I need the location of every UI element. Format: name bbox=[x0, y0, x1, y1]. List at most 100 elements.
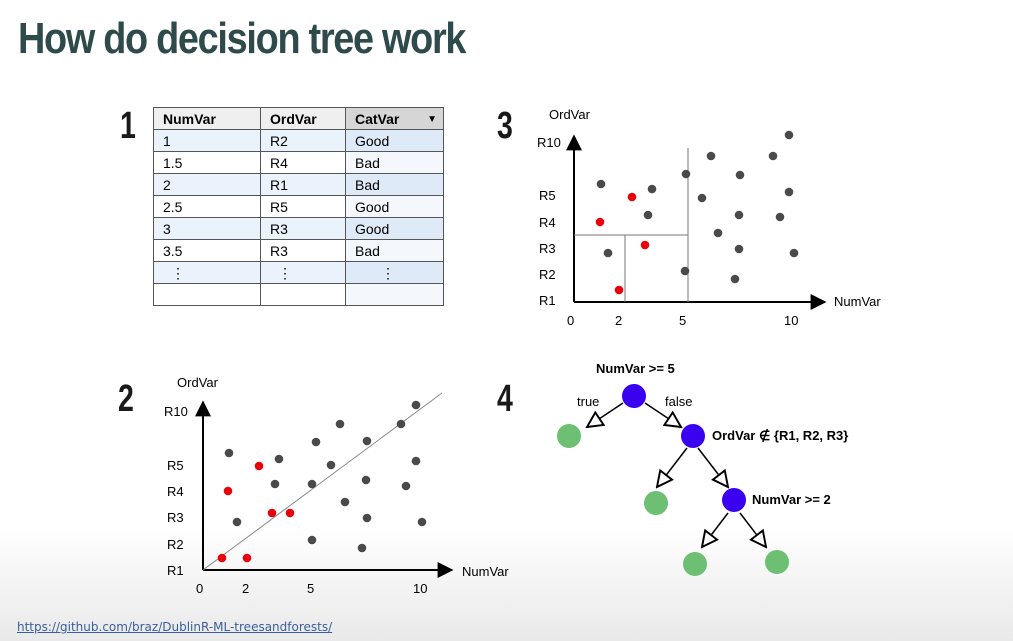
data-point-dark bbox=[643, 210, 653, 220]
leaf-node bbox=[644, 491, 668, 515]
split-scatter-plot: OrdVar NumVar R10 R5 R4 R3 R2 R1 0 2 5 1… bbox=[537, 107, 881, 328]
source-link[interactable]: https://github.com/braz/DublinR-ML-trees… bbox=[17, 620, 333, 634]
table-cell: Good bbox=[345, 195, 444, 218]
data-point-dark bbox=[789, 248, 799, 258]
y-tick-label: R3 bbox=[167, 510, 184, 525]
table-cell-ellipsis: ⋮ bbox=[260, 261, 346, 284]
data-point-red bbox=[640, 240, 650, 250]
data-point-red bbox=[627, 192, 637, 202]
table-cell bbox=[260, 283, 346, 306]
data-point-red bbox=[217, 553, 227, 563]
diagonal-scatter-plot: OrdVar NumVar R10 R5 R4 R3 R2 R1 0 2 5 1… bbox=[164, 375, 509, 596]
data-point-dark bbox=[411, 400, 421, 410]
y-tick-label: R5 bbox=[167, 458, 184, 473]
leaf-node bbox=[683, 552, 707, 576]
table-cell: Good bbox=[345, 129, 444, 152]
data-points bbox=[595, 130, 799, 295]
table-cell-ellipsis: ⋮ bbox=[345, 261, 444, 284]
slide-title: How do decision tree work bbox=[18, 14, 466, 63]
data-point-dark bbox=[411, 456, 421, 466]
ellipsis-glyph: ⋮ bbox=[381, 264, 395, 281]
data-point-dark bbox=[362, 436, 372, 446]
header-ordvar: OrdVar bbox=[260, 107, 346, 130]
panel-number-3: 3 bbox=[497, 105, 513, 147]
y-tick-label: R2 bbox=[539, 267, 556, 282]
header-numvar: NumVar bbox=[153, 107, 261, 130]
data-point-dark bbox=[357, 543, 367, 553]
x-tick-label: 5 bbox=[307, 581, 314, 596]
table-row: 1 R2 Good bbox=[153, 129, 444, 152]
data-point-dark bbox=[274, 454, 284, 464]
table-cell: 1.5 bbox=[153, 151, 261, 174]
data-point-dark bbox=[681, 169, 691, 179]
y-tick-label: R4 bbox=[539, 215, 556, 230]
data-point-dark bbox=[647, 184, 657, 194]
y-tick-label: R4 bbox=[167, 484, 184, 499]
data-point-dark bbox=[603, 248, 613, 258]
edge-root-false bbox=[644, 402, 681, 427]
y-tick-label: R5 bbox=[539, 188, 556, 203]
table-row: 2.5 R5 Good bbox=[153, 195, 444, 218]
data-point-dark bbox=[224, 448, 234, 458]
data-point-dark bbox=[768, 151, 778, 161]
leaf-node bbox=[557, 424, 581, 448]
edge-node3-false bbox=[739, 512, 766, 547]
header-catvar-label: CatVar bbox=[355, 110, 400, 127]
header-catvar[interactable]: CatVar ▼ bbox=[345, 107, 444, 130]
table-cell: 3 bbox=[153, 217, 261, 240]
data-point-red bbox=[614, 285, 624, 295]
data-point-dark bbox=[401, 481, 411, 491]
data-point-dark bbox=[311, 437, 321, 447]
data-point-dark bbox=[307, 535, 317, 545]
panel-number-4: 4 bbox=[497, 378, 513, 420]
data-point-dark bbox=[361, 475, 371, 485]
data-point-red bbox=[254, 461, 264, 471]
edge-node3-true bbox=[702, 512, 729, 547]
data-point-red bbox=[267, 508, 277, 518]
split-node-ordvar bbox=[681, 424, 705, 448]
table-cell: Bad bbox=[345, 151, 444, 174]
table-cell: R3 bbox=[260, 239, 346, 262]
table-cell: 2 bbox=[153, 173, 261, 196]
y-tick-label: R10 bbox=[537, 135, 561, 150]
table-header-row: NumVar OrdVar CatVar ▼ bbox=[153, 107, 444, 130]
y-tick-label: R2 bbox=[167, 537, 184, 552]
table-cell: R3 bbox=[260, 217, 346, 240]
decision-tree-diagram: NumVar >= 5 true false OrdVar ∉ {R1, R2,… bbox=[557, 361, 848, 576]
y-tick-label: R10 bbox=[164, 404, 188, 419]
y-tick-label: R1 bbox=[539, 293, 556, 308]
table-row: ⋮ ⋮ ⋮ bbox=[153, 261, 444, 284]
data-point-dark bbox=[784, 130, 794, 140]
leaf-node bbox=[765, 550, 789, 574]
table-cell-ellipsis: ⋮ bbox=[153, 261, 261, 284]
table-cell bbox=[153, 283, 261, 306]
table-row: 3 R3 Good bbox=[153, 217, 444, 240]
diagonal-split-line bbox=[202, 392, 443, 571]
data-point-dark bbox=[680, 266, 690, 276]
table-cell: 1 bbox=[153, 129, 261, 152]
x-tick-label: 10 bbox=[784, 313, 798, 328]
table-cell: R2 bbox=[260, 129, 346, 152]
data-point-dark bbox=[735, 170, 745, 180]
table-row: 1.5 R4 Bad bbox=[153, 151, 444, 174]
data-point-dark bbox=[596, 179, 606, 189]
table-row: 2 R1 Bad bbox=[153, 173, 444, 196]
data-point-red bbox=[595, 217, 605, 227]
data-point-dark bbox=[362, 513, 372, 523]
edge-root-true bbox=[587, 402, 624, 427]
data-point-dark bbox=[706, 151, 716, 161]
table-cell: 2.5 bbox=[153, 195, 261, 218]
table-cell: R1 bbox=[260, 173, 346, 196]
x-tick-label: 0 bbox=[567, 313, 574, 328]
data-point-dark bbox=[232, 517, 242, 527]
data-point-dark bbox=[734, 244, 744, 254]
table-cell: R4 bbox=[260, 151, 346, 174]
root-condition-label: NumVar >= 5 bbox=[596, 361, 675, 376]
x-axis-label: NumVar bbox=[834, 294, 881, 309]
filter-dropdown-icon[interactable]: ▼ bbox=[427, 114, 437, 125]
data-point-dark bbox=[734, 210, 744, 220]
data-point-dark bbox=[775, 212, 785, 222]
node-ordvar-condition-label: OrdVar ∉ {R1, R2, R3} bbox=[712, 428, 848, 443]
table-cell: Good bbox=[345, 217, 444, 240]
x-tick-label: 0 bbox=[196, 581, 203, 596]
